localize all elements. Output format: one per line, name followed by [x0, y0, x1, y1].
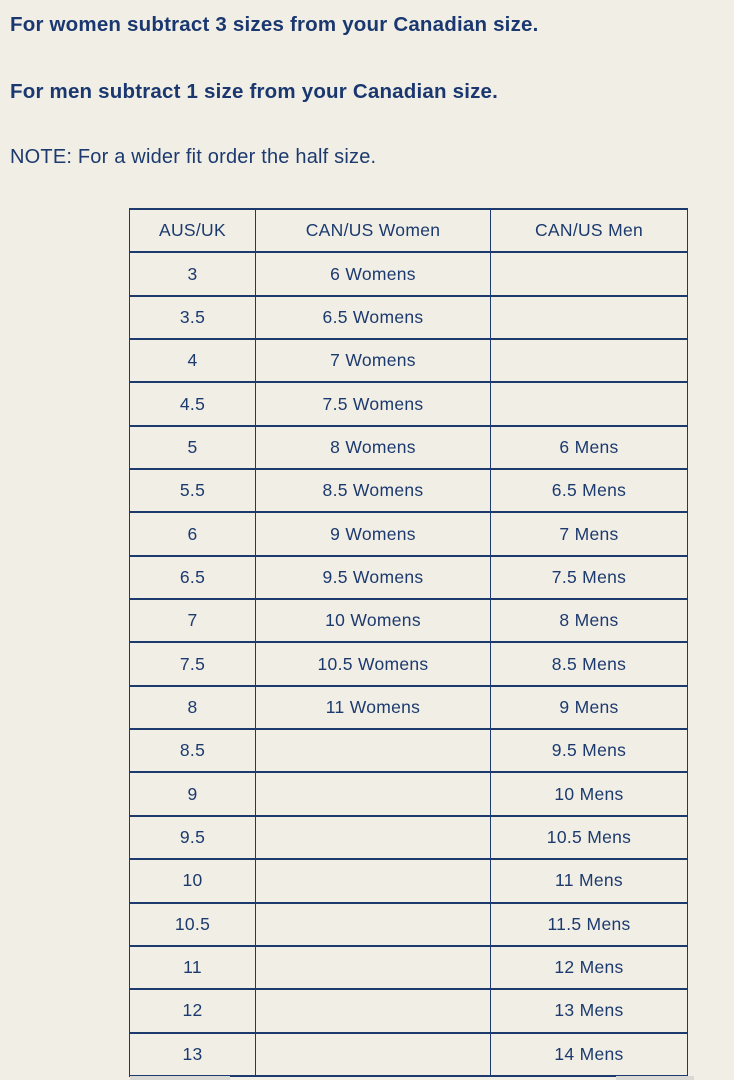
aus-uk-cell: 13: [129, 1031, 256, 1077]
table-row: 6 9 Womens 7 Mens: [129, 511, 688, 557]
column-header-can-us-women: CAN/US Women: [255, 207, 491, 254]
aus-uk-cell: 5.5: [129, 468, 256, 514]
can-us-men-cell: 7.5 Mens: [490, 554, 688, 601]
can-us-men-cell: 12 Mens: [490, 944, 688, 991]
table-row: 10 11 Mens: [129, 858, 688, 904]
can-us-women-cell: 8 Womens: [255, 424, 491, 471]
table-row: 3 6 Womens: [129, 251, 688, 297]
can-us-women-cell: [255, 858, 491, 904]
aus-uk-cell: 3: [129, 251, 256, 297]
can-us-men-cell: 13 Mens: [490, 988, 688, 1034]
table-row: 12 13 Mens: [129, 988, 688, 1034]
can-us-men-cell: [490, 251, 688, 297]
aus-uk-cell: 8: [129, 684, 256, 731]
table-row: 5.5 8.5 Womens 6.5 Mens: [129, 468, 688, 514]
table-row: 5 8 Womens 6 Mens: [129, 424, 688, 471]
column-header-aus-uk: AUS/UK: [129, 207, 256, 254]
aus-uk-cell: 10.5: [129, 901, 256, 947]
can-us-women-cell: 9 Womens: [255, 511, 491, 557]
can-us-women-cell: 11 Womens: [255, 684, 491, 731]
table-header: AUS/UK CAN/US Women CAN/US Men: [129, 207, 688, 254]
can-us-women-cell: [255, 901, 491, 947]
can-us-women-cell: 6 Womens: [255, 251, 491, 297]
table-row: 4.5 7.5 Womens: [129, 381, 688, 427]
can-us-women-cell: 10.5 Womens: [255, 641, 491, 687]
can-us-women-cell: 7.5 Womens: [255, 381, 491, 427]
can-us-women-cell: [255, 988, 491, 1034]
table-row: 13 14 Mens: [129, 1031, 688, 1077]
table-row: 8 11 Womens 9 Mens: [129, 684, 688, 731]
can-us-women-cell: [255, 944, 491, 991]
can-us-men-cell: 7 Mens: [490, 511, 688, 557]
can-us-men-cell: 10 Mens: [490, 771, 688, 817]
aus-uk-cell: 6.5: [129, 554, 256, 601]
can-us-women-cell: 6.5 Womens: [255, 294, 491, 341]
can-us-men-cell: 8.5 Mens: [490, 641, 688, 687]
size-conversion-table: AUS/UK CAN/US Women CAN/US Men 3 6 Women…: [129, 207, 688, 1077]
aus-uk-cell: 7: [129, 598, 256, 644]
aus-uk-cell: 5: [129, 424, 256, 471]
instruction-men: For men subtract 1 size from your Canadi…: [10, 80, 499, 103]
can-us-men-cell: 9 Mens: [490, 684, 688, 731]
aus-uk-cell: 9: [129, 771, 256, 817]
aus-uk-cell: 3.5: [129, 294, 256, 341]
instruction-women: For women subtract 3 sizes from your Can…: [10, 13, 539, 36]
table-row: 9.5 10.5 Mens: [129, 814, 688, 861]
can-us-women-cell: 9.5 Womens: [255, 554, 491, 601]
can-us-women-cell: [255, 814, 491, 861]
can-us-men-cell: 8 Mens: [490, 598, 688, 644]
can-us-men-cell: 9.5 Mens: [490, 728, 688, 774]
can-us-men-cell: 6 Mens: [490, 424, 688, 471]
aus-uk-cell: 6: [129, 511, 256, 557]
aus-uk-cell: 9.5: [129, 814, 256, 861]
cropped-element-bottom-right: [616, 1076, 694, 1080]
cropped-element-bottom-left: [130, 1076, 230, 1080]
can-us-women-cell: 7 Womens: [255, 338, 491, 384]
can-us-women-cell: [255, 771, 491, 817]
aus-uk-cell: 4: [129, 338, 256, 384]
aus-uk-cell: 11: [129, 944, 256, 991]
can-us-women-cell: 10 Womens: [255, 598, 491, 644]
table-header-row: AUS/UK CAN/US Women CAN/US Men: [129, 207, 688, 254]
can-us-men-cell: 6.5 Mens: [490, 468, 688, 514]
can-us-men-cell: 10.5 Mens: [490, 814, 688, 861]
can-us-women-cell: 8.5 Womens: [255, 468, 491, 514]
aus-uk-cell: 7.5: [129, 641, 256, 687]
aus-uk-cell: 10: [129, 858, 256, 904]
size-conversion-table-container: AUS/UK CAN/US Women CAN/US Men 3 6 Women…: [129, 207, 688, 1077]
can-us-men-cell: 11.5 Mens: [490, 901, 688, 947]
table-body: 3 6 Womens 3.5 6.5 Womens 4 7 Womens 4.5…: [129, 251, 688, 1077]
table-row: 11 12 Mens: [129, 944, 688, 991]
table-row: 7 10 Womens 8 Mens: [129, 598, 688, 644]
note-half-size: NOTE: For a wider fit order the half siz…: [10, 146, 377, 168]
table-row: 9 10 Mens: [129, 771, 688, 817]
can-us-women-cell: [255, 728, 491, 774]
table-row: 3.5 6.5 Womens: [129, 294, 688, 341]
table-row: 6.5 9.5 Womens 7.5 Mens: [129, 554, 688, 601]
can-us-men-cell: 14 Mens: [490, 1031, 688, 1077]
column-header-can-us-men: CAN/US Men: [490, 207, 688, 254]
can-us-men-cell: [490, 381, 688, 427]
aus-uk-cell: 8.5: [129, 728, 256, 774]
can-us-women-cell: [255, 1031, 491, 1077]
aus-uk-cell: 12: [129, 988, 256, 1034]
table-row: 10.5 11.5 Mens: [129, 901, 688, 947]
table-row: 8.5 9.5 Mens: [129, 728, 688, 774]
can-us-men-cell: 11 Mens: [490, 858, 688, 904]
table-row: 7.5 10.5 Womens 8.5 Mens: [129, 641, 688, 687]
can-us-men-cell: [490, 338, 688, 384]
aus-uk-cell: 4.5: [129, 381, 256, 427]
table-row: 4 7 Womens: [129, 338, 688, 384]
can-us-men-cell: [490, 294, 688, 341]
